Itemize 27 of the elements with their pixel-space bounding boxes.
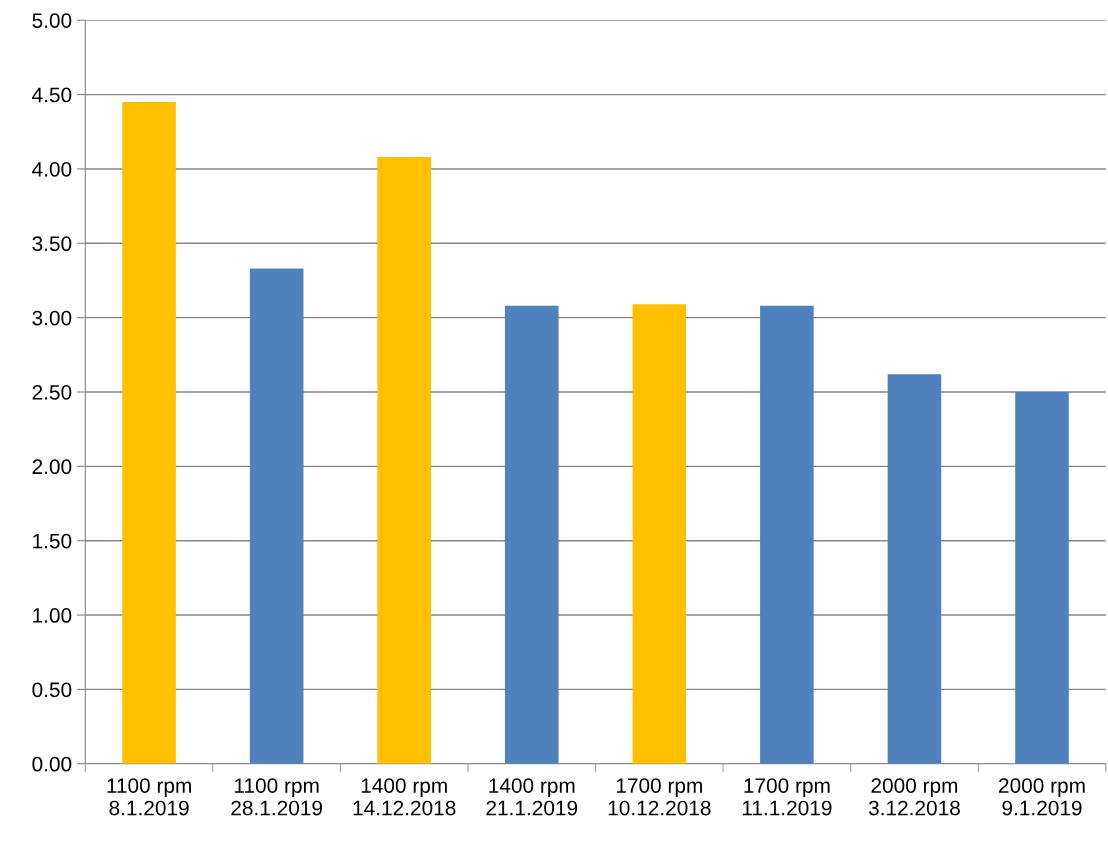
y-tick-label: 4.00 (32, 161, 72, 177)
x-tick-label: 1400 rpm 14.12.2018 (353, 778, 456, 816)
y-tick-label: 4.50 (32, 87, 72, 103)
y-tick-label: 0.00 (32, 756, 72, 772)
y-tick-label: 0.50 (32, 682, 72, 698)
x-tick-label: 2000 rpm 9.1.2019 (999, 778, 1085, 816)
y-tick-label: 2.00 (32, 459, 72, 475)
y-tick-label: 3.50 (32, 236, 72, 252)
y-tick-label: 5.00 (32, 13, 72, 28)
bar (504, 305, 559, 764)
y-tick-label: 2.50 (32, 385, 72, 400)
y-tick-label: 1.50 (33, 533, 72, 549)
bar (1015, 391, 1069, 764)
bar (249, 268, 304, 764)
x-tick-label: 1700 rpm 11.1.2019 (742, 778, 832, 816)
bar (377, 157, 431, 764)
y-tick-label: 1.00 (33, 608, 72, 623)
x-tick-label: 1100 rpm 28.1.2019 (231, 778, 323, 816)
bar (122, 102, 176, 764)
bar (887, 374, 942, 764)
bar (760, 305, 814, 764)
x-tick-label: 2000 rpm 3.12.2018 (868, 778, 960, 816)
x-tick-label: 1100 rpm 8.1.2019 (107, 778, 191, 816)
x-tick-label: 1400 rpm 21.1.2019 (486, 778, 578, 816)
x-tick-label: 1700 rpm 10.12.2018 (608, 778, 711, 816)
bar (632, 304, 687, 764)
y-tick-label: 3.00 (32, 310, 72, 326)
